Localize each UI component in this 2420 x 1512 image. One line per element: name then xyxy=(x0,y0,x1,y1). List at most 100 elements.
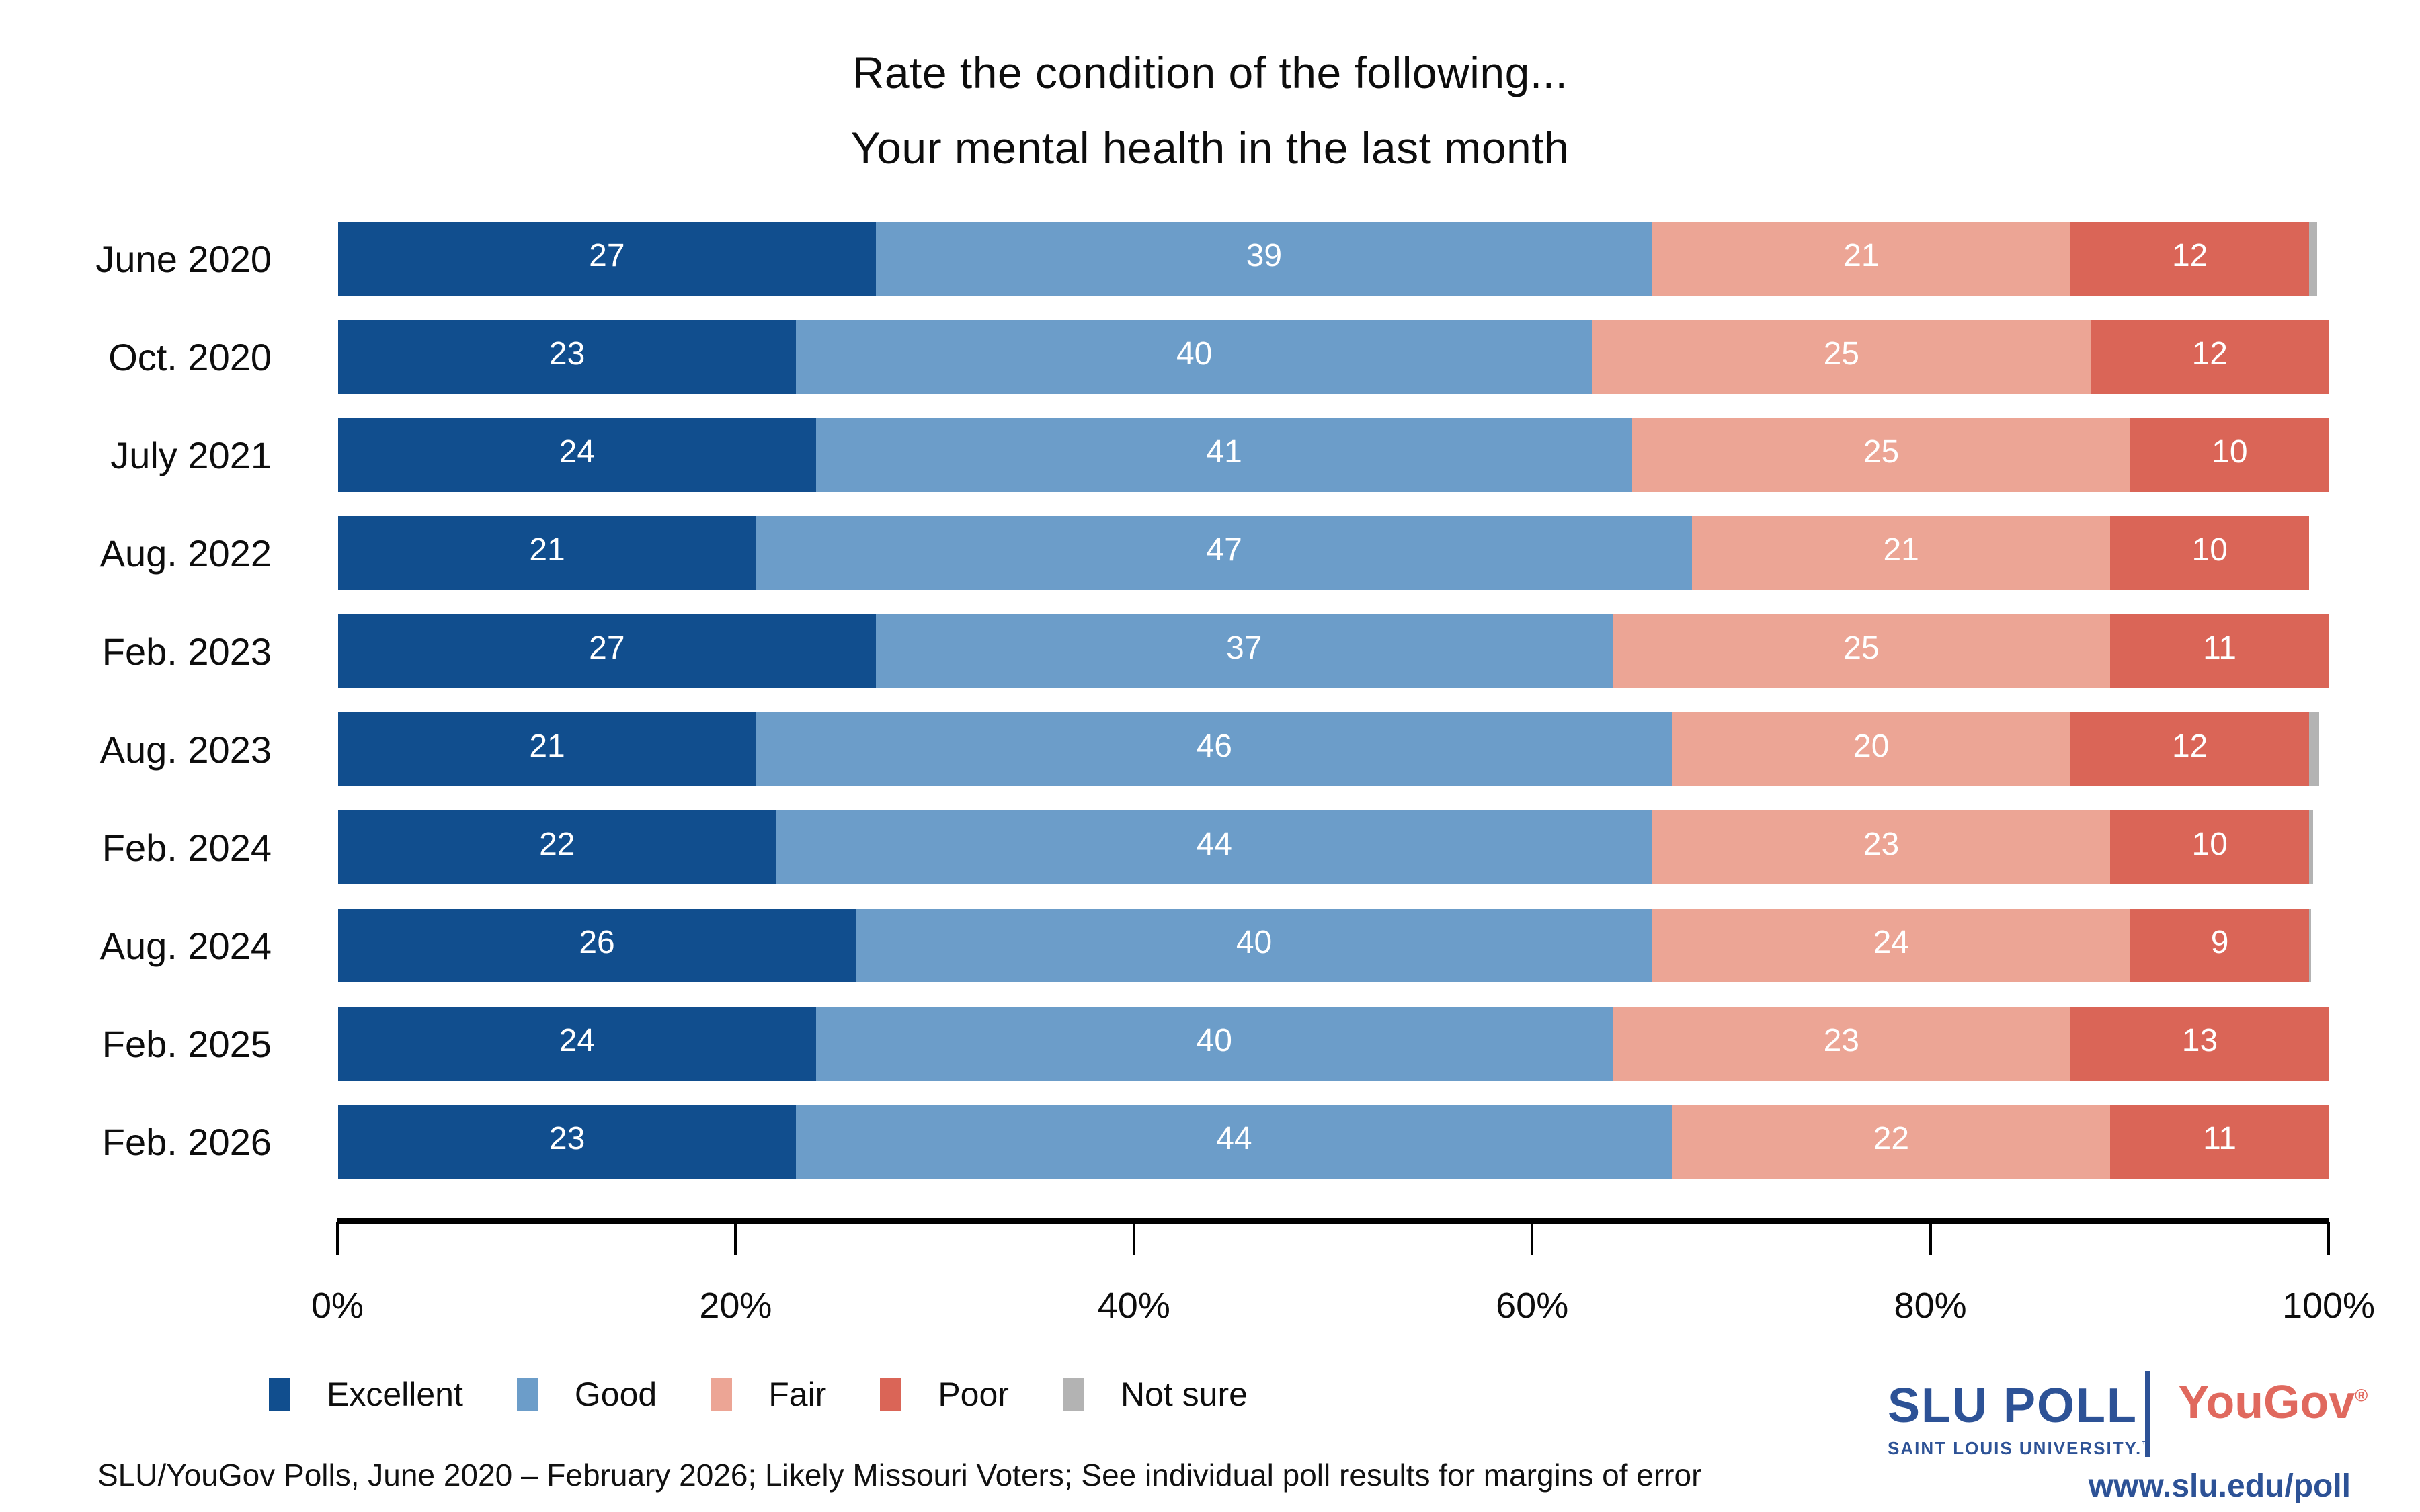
segment-value-label: 22 xyxy=(1873,1120,1910,1157)
legend-swatch-not-sure xyxy=(1062,1378,1084,1411)
segment-value-label: 21 xyxy=(529,532,565,568)
legend-label-fair: Fair xyxy=(768,1376,827,1413)
segment-fair: 21 xyxy=(1692,516,2111,590)
legend: Excellent Good Fair Poor Not sure xyxy=(269,1375,1301,1414)
segment-poor: 11 xyxy=(2110,614,2329,688)
chart-title-line2: Your mental health in the last month xyxy=(850,123,1570,173)
legend-swatch-good xyxy=(516,1378,538,1411)
yougov-logo: YouGov® xyxy=(2178,1375,2368,1429)
segment-value-label: 24 xyxy=(559,1022,596,1058)
segment-value-label: 46 xyxy=(1196,728,1232,764)
segment-excellent: 24 xyxy=(338,1007,816,1081)
segment-value-label: 25 xyxy=(1843,630,1880,666)
segment-value-label: 39 xyxy=(1246,237,1283,274)
axis-tick-label: 60% xyxy=(1496,1286,1569,1326)
segment-value-label: 25 xyxy=(1863,433,1900,470)
x-axis-line xyxy=(337,1218,2329,1224)
segment-value-label: 21 xyxy=(1843,237,1880,274)
segment-fair: 22 xyxy=(1672,1105,2111,1179)
segment-excellent: 22 xyxy=(338,810,776,884)
segment-fair: 25 xyxy=(1592,320,2091,394)
axis-tick-label: 80% xyxy=(1894,1286,1967,1326)
bar-track: 21 47 21 10 xyxy=(338,516,2329,590)
segment-value-label: 24 xyxy=(1873,924,1910,960)
axis-tick xyxy=(1929,1222,1932,1255)
segment-value-label: 24 xyxy=(559,433,596,470)
segment-fair: 20 xyxy=(1672,712,2070,786)
segment-value-label: 23 xyxy=(549,1120,586,1157)
segment-excellent: 21 xyxy=(338,712,757,786)
axis-tick-label: 40% xyxy=(1097,1286,1170,1326)
chart-row: Oct. 2020 23 40 25 12 xyxy=(0,320,2329,394)
segment-value-label: 12 xyxy=(2191,335,2228,372)
segment-value-label: 47 xyxy=(1206,532,1242,568)
segment-poor: 12 xyxy=(2070,222,2310,296)
slu-poll-wordmark: SLU POLL xyxy=(1888,1379,2138,1433)
segment-not-sure xyxy=(2309,712,2320,786)
segment-fair: 24 xyxy=(1652,909,2130,982)
segment-good: 40 xyxy=(815,1007,1613,1081)
legend-swatch-fair xyxy=(711,1378,733,1411)
chart-row: Feb. 2025 24 40 23 13 xyxy=(0,1007,2329,1081)
segment-value-label: 9 xyxy=(2210,924,2229,960)
yougov-wordmark: YouGov xyxy=(2178,1376,2355,1428)
chart-title: Rate the condition of the following... Y… xyxy=(0,35,2420,185)
segment-value-label: 40 xyxy=(1236,924,1273,960)
slu-poll-logo: SLU POLL SAINT LOUIS UNIVERSITY.™ xyxy=(1888,1380,2151,1459)
bar-track: 24 40 23 13 xyxy=(338,1007,2329,1081)
segment-value-label: 12 xyxy=(2171,237,2208,274)
segment-value-label: 25 xyxy=(1823,335,1859,372)
source-note: SLU/YouGov Polls, June 2020 – February 2… xyxy=(97,1458,1702,1493)
segment-fair: 23 xyxy=(1652,810,2111,884)
axis-tick-label: 20% xyxy=(699,1286,772,1326)
segment-value-label: 44 xyxy=(1196,826,1232,862)
category-label: Aug. 2022 xyxy=(99,532,272,575)
chart-row: July 2021 24 41 25 10 xyxy=(0,418,2329,492)
segment-value-label: 26 xyxy=(579,924,615,960)
axis-tick-label: 0% xyxy=(311,1286,364,1326)
chart-row: Feb. 2026 23 44 22 11 xyxy=(0,1105,2329,1179)
legend-item-not-sure: Not sure xyxy=(1062,1375,1248,1414)
segment-good: 44 xyxy=(776,810,1652,884)
category-label: June 2020 xyxy=(95,237,272,280)
slu-university-wordmark: SAINT LOUIS UNIVERSITY.™ xyxy=(1888,1438,2151,1459)
legend-swatch-poor xyxy=(880,1378,902,1411)
x-axis: 0% 20% 40% 60% 80% 100% xyxy=(311,1218,2375,1352)
segment-poor: 10 xyxy=(2110,810,2310,884)
segment-poor: 12 xyxy=(2090,320,2329,394)
segment-excellent: 23 xyxy=(338,1105,797,1179)
bar-track: 24 41 25 10 xyxy=(338,418,2329,492)
segment-poor: 10 xyxy=(2110,516,2310,590)
bar-track: 23 40 25 12 xyxy=(338,320,2329,394)
segment-value-label: 10 xyxy=(2191,532,2228,568)
category-label: Feb. 2024 xyxy=(102,826,272,869)
axis-tick xyxy=(1531,1222,1534,1255)
chart-row: Aug. 2023 21 46 20 12 xyxy=(0,712,2329,786)
segment-value-label: 10 xyxy=(2191,826,2228,862)
segment-value-label: 37 xyxy=(1226,630,1262,666)
segment-value-label: 21 xyxy=(529,728,565,764)
segment-excellent: 21 xyxy=(338,516,757,590)
chart-row: Feb. 2023 27 37 25 11 xyxy=(0,614,2329,688)
chart-row: June 2020 27 39 21 12 xyxy=(0,222,2329,296)
segment-value-label: 44 xyxy=(1216,1120,1252,1157)
segment-value-label: 27 xyxy=(589,630,625,666)
segment-good: 37 xyxy=(875,614,1613,688)
category-label: Feb. 2026 xyxy=(102,1120,272,1163)
segment-value-label: 13 xyxy=(2181,1022,2218,1058)
segment-good: 41 xyxy=(815,418,1633,492)
axis-tick-label: 100% xyxy=(2282,1286,2376,1326)
legend-item-good: Good xyxy=(516,1375,657,1414)
category-label: July 2021 xyxy=(110,433,272,476)
legend-label-good: Good xyxy=(574,1376,657,1413)
segment-good: 44 xyxy=(796,1105,1672,1179)
segment-value-label: 23 xyxy=(1823,1022,1859,1058)
slu-poll-url[interactable]: www.slu.edu/poll xyxy=(2088,1468,2351,1504)
logo-divider xyxy=(2145,1371,2150,1457)
segment-not-sure xyxy=(2309,909,2312,982)
category-label: Feb. 2023 xyxy=(102,630,272,673)
segment-value-label: 20 xyxy=(1853,728,1890,764)
segment-value-label: 11 xyxy=(2203,1120,2236,1157)
segment-poor: 12 xyxy=(2070,712,2310,786)
segment-excellent: 27 xyxy=(338,614,876,688)
